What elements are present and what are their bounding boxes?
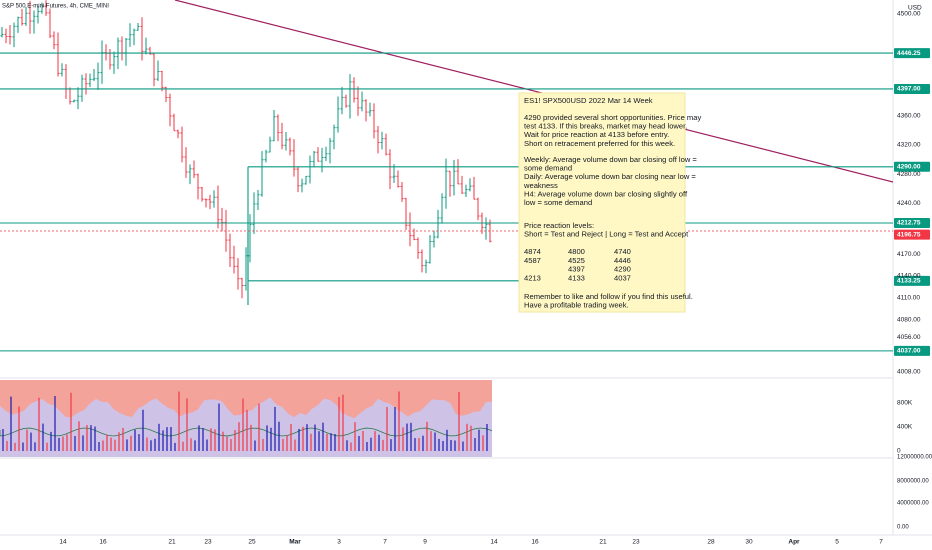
x-tick-label: 21 <box>599 539 607 546</box>
level-label: 4290.00 <box>897 164 921 171</box>
note-cell: 4133 <box>568 273 585 282</box>
axes: 4500.00 4360.00 4320.00 4280.00 4240.00 4170.… <box>59 11 932 546</box>
level-tag <box>894 83 930 94</box>
level-label: 4133.25 <box>897 278 921 285</box>
lower-tick-label: 0.00 <box>897 525 909 531</box>
y-tick-label: 4140.00 <box>897 273 921 280</box>
note-line: Short = Test and Reject | Long = Test an… <box>524 230 689 239</box>
note-cell: 4213 <box>524 273 541 282</box>
y-tick-label: 4360.00 <box>897 113 921 120</box>
price-label: 4196.75 <box>897 231 921 238</box>
note-cell: 4800 <box>568 247 585 256</box>
volume-bars <box>0 391 493 457</box>
note-cell: 4446 <box>614 256 631 265</box>
note-cell: 4397 <box>568 265 585 274</box>
x-tick-label: 7 <box>383 539 387 546</box>
lower-tick-label: 8000000.00 <box>897 479 929 485</box>
note-cell: 4587 <box>524 256 541 265</box>
x-tick-label: 3 <box>337 539 341 546</box>
note-line: Have a profitable trading week. <box>524 301 629 310</box>
note-cell: 4740 <box>614 247 631 256</box>
volume-tick-label: 400K <box>897 424 913 431</box>
y-tick-label: 4110.00 <box>897 294 920 301</box>
note-line: H4: Average volume down bar closing slig… <box>524 189 688 198</box>
note-cell: 4290 <box>614 265 631 274</box>
note-line: Wait for price reaction at 4133 before e… <box>524 130 669 139</box>
note-line: Price reaction levels: <box>524 221 594 230</box>
x-tick-label: 30 <box>745 539 753 546</box>
note-cell: 4874 <box>524 247 541 256</box>
x-tick-label: 28 <box>707 539 715 546</box>
note-line: 4290 provided several short opportunitie… <box>524 113 701 122</box>
level-label: 4037.00 <box>897 348 921 355</box>
note-line: Remember to like and follow if you find … <box>524 292 693 301</box>
x-tick-label: 21 <box>168 539 176 546</box>
note-line: weakness <box>523 181 558 190</box>
x-tick-label: 5 <box>835 539 839 546</box>
note-text: ES1! SPX500USD 2022 Mar 14 Week 4290 prov… <box>523 96 701 310</box>
level-tag <box>894 161 930 172</box>
level-lines: 4446.25 4397.00 4290.00 4212.75 4133.25 4037.… <box>0 48 930 356</box>
price-bars <box>0 0 492 299</box>
x-tick-label: 14 <box>490 539 498 546</box>
note-line: Daily: Average volume down bar closing n… <box>524 172 696 181</box>
x-tick-label: 9 <box>423 539 427 546</box>
x-tick-label: 16 <box>531 539 539 546</box>
y-tick-label: 4320.00 <box>897 142 921 149</box>
y-tick-label: 4500.00 <box>897 11 921 18</box>
level-tag <box>894 275 930 286</box>
y-tick-label: 4056.00 <box>897 334 921 341</box>
x-tick-label: 14 <box>59 539 67 546</box>
symbol-label: S&P 500 E-mini Futures, 4h, CME_MINI <box>2 4 109 10</box>
y-tick-label: 4240.00 <box>897 200 921 207</box>
y-tick-label: 4170.00 <box>897 251 921 258</box>
x-tick-label: 23 <box>204 539 212 546</box>
note-box <box>518 92 686 313</box>
level-tag <box>894 218 930 229</box>
y-tick-label: 4080.00 <box>897 316 921 323</box>
level-tag <box>894 345 930 356</box>
note-line: test 4133. If this breaks, market may he… <box>524 122 687 131</box>
note-title: ES1! SPX500USD 2022 Mar 14 Week <box>524 96 653 105</box>
x-tick-label: 25 <box>248 539 256 546</box>
level-label: 4397.00 <box>897 86 921 93</box>
x-tick-label: Apr <box>788 539 800 546</box>
lower-tick-label: 4000000.00 <box>897 501 929 507</box>
x-tick-label: 23 <box>632 539 640 546</box>
note-line: low = some demand <box>524 198 592 207</box>
note-cell: 4037 <box>614 273 631 282</box>
note-line: Short on retracement preferred for this … <box>524 139 675 148</box>
level-label: 4212.75 <box>897 220 921 227</box>
price-tag <box>894 229 930 240</box>
y-tick-label: 4280.00 <box>897 171 921 178</box>
note-cell: 4525 <box>568 256 585 265</box>
note-line: some demand <box>524 164 572 173</box>
x-tick-label: 7 <box>879 539 883 546</box>
x-tick-label: 16 <box>99 539 107 546</box>
volume-tick-label: 800K <box>897 400 913 407</box>
currency-label: USD <box>908 5 922 12</box>
note-line: Weekly: Average volume down bar closing … <box>524 155 697 164</box>
x-tick-label: Mar <box>289 539 301 546</box>
trend-line <box>174 0 894 183</box>
y-tick-label: 4008.00 <box>897 369 921 376</box>
volume-tick-label: 0 <box>897 448 901 455</box>
level-label: 4446.25 <box>897 50 921 57</box>
level-tag <box>894 48 930 59</box>
lower-tick-label: 12000000.00 <box>897 455 932 461</box>
